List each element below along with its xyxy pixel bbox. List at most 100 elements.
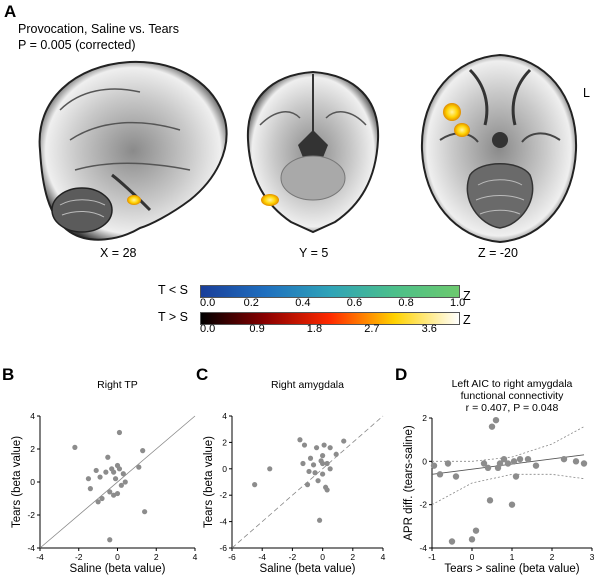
brain-slices xyxy=(38,53,578,244)
chart-stats: r = 0.407, P = 0.048 xyxy=(466,402,559,414)
x-axis-label: Tears > saline (beta value) xyxy=(444,563,579,575)
chart-title: Right TP xyxy=(97,379,138,391)
colorbar-tick-label: 0.0 xyxy=(200,297,216,309)
data-point xyxy=(327,466,333,472)
panel-d-letter: D xyxy=(395,365,408,384)
panel-a-pvalue: P = 0.005 (corrected) xyxy=(18,38,136,52)
activation-blob xyxy=(454,123,470,137)
data-point xyxy=(103,469,109,475)
colorbar-tick-label: 0.2 xyxy=(243,297,259,309)
data-point xyxy=(500,455,508,463)
data-point xyxy=(312,470,318,476)
confidence-band xyxy=(432,426,585,462)
x-tick-label: -2 xyxy=(289,552,297,562)
data-point xyxy=(140,448,146,454)
data-point xyxy=(452,473,460,480)
y-tick-label: 2 xyxy=(222,437,227,447)
x-tick-label: 2 xyxy=(550,552,555,562)
y-axis-label: APR diff. (tears-saline) xyxy=(403,425,415,541)
x-tick-label: 0 xyxy=(320,552,325,562)
data-point xyxy=(504,460,512,467)
y-tick-label: -4 xyxy=(419,543,427,553)
y-tick-label: 4 xyxy=(30,411,35,421)
chart-title: Left AIC to right amygdala xyxy=(452,378,573,390)
data-point xyxy=(97,474,103,480)
colorbar-tick-label: 0.9 xyxy=(249,323,265,335)
x-axis-label: Saline (beta value) xyxy=(70,563,166,575)
data-point xyxy=(304,482,311,488)
colorbar-negative xyxy=(200,285,460,298)
data-point xyxy=(136,464,142,470)
data-point xyxy=(320,460,326,467)
x-tick-label: 3 xyxy=(590,552,595,562)
data-point xyxy=(430,462,438,469)
data-point xyxy=(492,416,500,424)
slice-label-axial: Z = -20 xyxy=(478,246,518,260)
colorbar-pos-label: T > S xyxy=(158,310,188,324)
colorbar-tick-label: 0.6 xyxy=(346,297,363,309)
x-axis-label: Saline (beta value) xyxy=(260,563,356,575)
data-point xyxy=(560,455,568,463)
data-point xyxy=(252,482,258,488)
data-point xyxy=(307,455,314,461)
x-tick-label: -6 xyxy=(228,552,236,562)
data-point xyxy=(116,466,123,472)
data-point xyxy=(532,462,540,469)
data-point xyxy=(512,473,520,480)
y-tick-label: -2 xyxy=(27,510,35,520)
y-axis-label: Tears (beta value) xyxy=(11,436,23,528)
x-tick-label: 4 xyxy=(193,552,198,562)
data-point xyxy=(508,501,516,508)
chart-title: Right amygdala xyxy=(271,379,344,391)
data-point xyxy=(105,454,111,460)
x-tick-label: -4 xyxy=(258,552,266,562)
data-point xyxy=(315,478,321,484)
x-tick-label: -1 xyxy=(428,552,436,562)
data-point xyxy=(321,442,327,448)
data-point xyxy=(122,479,128,485)
data-point xyxy=(116,429,123,436)
y-tick-label: -4 xyxy=(219,517,227,527)
activation-blob xyxy=(261,194,279,206)
data-point xyxy=(313,445,320,451)
data-point xyxy=(468,536,476,543)
data-point xyxy=(448,538,456,545)
data-point xyxy=(111,469,117,475)
colorbar-tick-label: 2.7 xyxy=(364,323,380,335)
data-point xyxy=(444,460,452,467)
data-point xyxy=(327,445,333,451)
data-point xyxy=(99,495,105,502)
y-tick-label: 4 xyxy=(222,411,227,421)
colorbar-neg-label: T < S xyxy=(158,283,188,297)
data-point xyxy=(472,527,480,534)
data-point xyxy=(120,471,126,477)
colorbar-tick-label: 0.8 xyxy=(398,297,414,309)
panel-c-letter: C xyxy=(196,365,209,384)
activation-blob xyxy=(127,195,141,205)
data-point xyxy=(341,438,347,444)
orientation-label-left: L xyxy=(583,86,590,100)
x-tick-label: 1 xyxy=(510,552,515,562)
data-point xyxy=(93,467,99,474)
y-axis-label: Tears (beta value) xyxy=(203,436,215,528)
confidence-band xyxy=(431,473,585,506)
data-point xyxy=(484,464,492,472)
sagittal-slice xyxy=(38,60,228,241)
data-point xyxy=(320,471,326,477)
colorbar-tick-label: 0.0 xyxy=(200,323,216,335)
coronal-slice xyxy=(246,70,380,234)
data-point xyxy=(95,499,101,505)
y-tick-label: -2 xyxy=(219,490,227,500)
activation-blob xyxy=(443,103,461,121)
colorbar-positive xyxy=(200,312,460,325)
y-tick-label: -4 xyxy=(27,543,35,553)
identity-line xyxy=(39,415,196,549)
data-point xyxy=(572,458,580,465)
data-point xyxy=(142,509,148,515)
colorbar-tick-label: 3.6 xyxy=(421,323,437,335)
data-point xyxy=(580,460,588,467)
data-point xyxy=(333,451,339,457)
y-tick-label: -2 xyxy=(419,500,427,510)
data-point xyxy=(267,466,273,472)
